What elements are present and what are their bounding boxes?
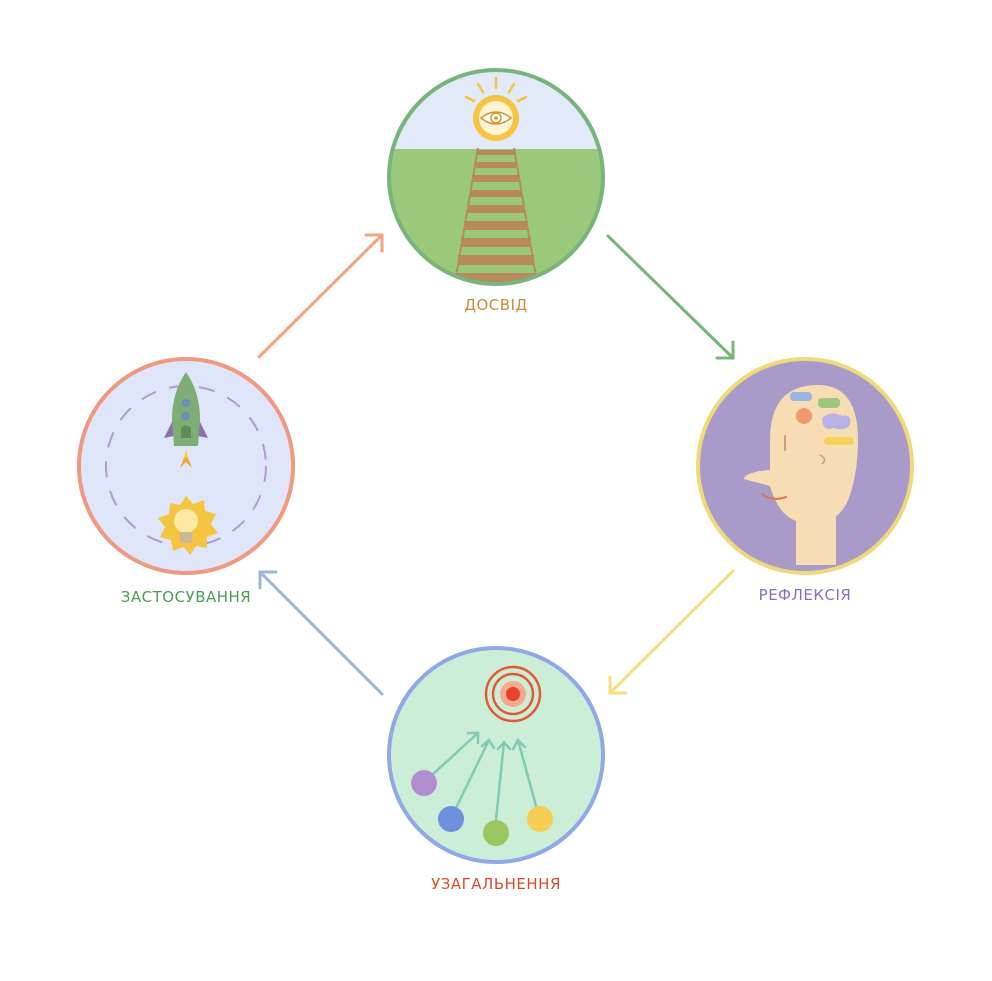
stage-label-generalization: УЗАГАЛЬНЕННЯ xyxy=(431,875,561,893)
arrow-generalization-to-application xyxy=(258,570,384,696)
arrow-reflection-to-generalization xyxy=(608,569,735,695)
stage-application-circle xyxy=(77,357,295,575)
colored-dots xyxy=(411,770,553,846)
eye-sun-icon xyxy=(464,76,528,141)
rocket-icon xyxy=(164,372,208,468)
arrow-application-to-experience xyxy=(257,233,384,359)
stage-label-reflection: РЕФЛЕКСІЯ xyxy=(758,586,852,604)
converging-arrows xyxy=(430,731,538,822)
lightbulb-icon xyxy=(158,496,218,555)
arrow-experience-to-reflection xyxy=(606,234,735,360)
railroad-track xyxy=(454,147,538,283)
head-profile-icon xyxy=(744,385,858,565)
target-icon xyxy=(484,665,542,723)
stage-label-application: ЗАСТОСУВАННЯ xyxy=(120,588,252,606)
stage-generalization-circle xyxy=(387,646,605,864)
stage-experience-circle xyxy=(387,68,605,286)
stage-reflection-circle xyxy=(696,357,914,575)
stage-label-experience: ДОСВІД xyxy=(464,296,528,314)
